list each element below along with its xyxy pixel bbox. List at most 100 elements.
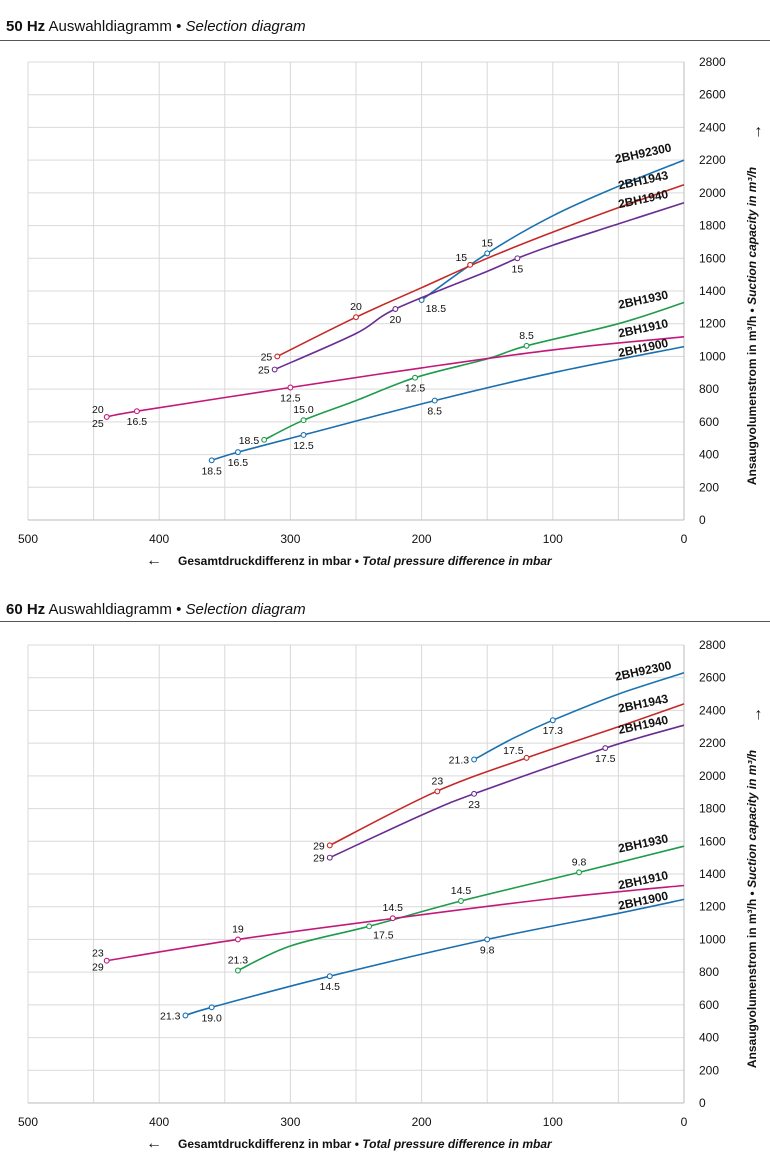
data-label: 9.8 (572, 856, 587, 868)
y-tick-label: 0 (699, 513, 706, 527)
series-line (106, 336, 685, 418)
y-tick-label: 1800 (699, 802, 726, 816)
y-tick-label: 1200 (699, 317, 726, 331)
y-tick-label: 1200 (699, 900, 726, 914)
y-tick-label: 800 (699, 965, 719, 979)
data-label: 16.5 (228, 457, 249, 469)
series-2BH1940: 29 23 17.5 (313, 724, 685, 865)
y-tick-label: 1600 (699, 834, 726, 848)
data-label: 21.3 (449, 755, 470, 767)
data-label: 15 (512, 263, 524, 275)
y-tick-label: 2000 (699, 186, 726, 200)
data-label: 17.5 (595, 753, 616, 765)
data-point (602, 745, 609, 752)
data-point (431, 397, 438, 404)
y-axis-title: Ansaugvolumenstrom in m³/h • Suction cap… (745, 750, 759, 1068)
series-line (106, 884, 685, 962)
data-label: 16.5 (127, 416, 148, 428)
x-axis-arrow: ← (146, 552, 162, 569)
series-2BH1930: 18.515.012.58.5 (239, 301, 685, 447)
title-rule (0, 621, 770, 622)
x-tick-label: 400 (149, 1115, 169, 1129)
data-label: 23 (468, 799, 480, 811)
title-english: Selection diagram (185, 601, 306, 618)
data-point (208, 457, 215, 464)
x-tick-label: 300 (280, 1115, 300, 1129)
y-tick-label: 200 (699, 480, 719, 494)
series-2BH1910: 20 25 16.5 12.5 (92, 336, 685, 430)
series-line (185, 898, 685, 1017)
data-point (576, 869, 582, 876)
y-tick-label: 600 (699, 415, 719, 429)
y-tick-label: 600 (699, 998, 719, 1012)
y-tick-label: 1000 (699, 932, 726, 946)
data-point (103, 957, 110, 964)
y-tick-label: 400 (699, 1031, 719, 1045)
data-point (326, 842, 333, 849)
data-point (287, 384, 294, 391)
y-tick-label: 1600 (699, 251, 726, 265)
data-point (467, 261, 474, 268)
data-point (103, 414, 110, 420)
data-label: 14.5 (451, 885, 472, 897)
data-label: 29 (313, 840, 325, 852)
data-label: 17.5 (503, 745, 524, 757)
x-axis-title-part: • (355, 1137, 363, 1151)
x-tick-label: 200 (412, 1115, 432, 1129)
data-point (261, 436, 268, 443)
series-2BH1940: 25 20 15 (258, 201, 685, 377)
title-german: Auswahldiagramm (48, 18, 172, 35)
series-name-label: 2BH1940 (617, 713, 670, 737)
chart-svg: 0200400600800100012001400160018002000220… (18, 638, 765, 1152)
data-label: 8.5 (427, 406, 442, 418)
data-label: 14.5 (383, 902, 404, 914)
data-label: 25 (258, 365, 270, 377)
y-axis-title-part: Suction capacity in m³/h (745, 167, 759, 305)
series-2BH1930: 21.3 17.5 14.5 9.8 (228, 845, 685, 974)
data-point (484, 250, 491, 257)
data-point (458, 898, 464, 904)
data-label: 18.5 (426, 303, 447, 315)
data-point (471, 790, 478, 797)
data-label: 20 (390, 314, 402, 326)
data-point (234, 936, 241, 943)
data-point (208, 1004, 215, 1011)
y-axis-title-part: Ansaugvolumenstrom in m³/h (745, 895, 759, 1068)
data-point (326, 973, 333, 980)
data-label: 29 (92, 962, 104, 974)
data-label: 17.5 (373, 929, 394, 941)
y-tick-label: 2400 (699, 703, 726, 717)
y-tick-label: 800 (699, 382, 719, 396)
y-axis-title: Ansaugvolumenstrom in m³/h • Suction cap… (745, 167, 759, 485)
chart-title: 60 Hz Auswahldiagramm • Selection diagra… (6, 601, 306, 618)
series-name-label: 2BH92300 (614, 140, 673, 166)
y-axis-arrow: → (748, 124, 765, 140)
data-point (271, 366, 278, 373)
series-2BH1900: 21.3 19.0 14.5 9.8 (160, 898, 685, 1024)
y-axis-arrow: → (748, 707, 765, 723)
x-tick-label: 200 (412, 532, 432, 546)
series-2BH92300: 21.3 17.3 (449, 672, 685, 767)
data-point (366, 923, 373, 930)
data-point (234, 967, 241, 974)
data-point (471, 756, 478, 763)
data-label: 18.5 (201, 465, 222, 477)
data-point (484, 936, 491, 943)
x-axis-title-part: Total pressure difference in mbar (362, 554, 553, 568)
series-line (274, 201, 685, 371)
x-axis-title-part: • (355, 554, 363, 568)
data-label: 19.0 (201, 1012, 222, 1024)
y-axis-title-part: • (745, 305, 759, 313)
x-axis-title-part: Gesamtdruckdifferenz in mbar (178, 554, 355, 568)
series-2BH1910: 23 29 19 14.5 (92, 884, 685, 974)
data-label: 25 (261, 351, 273, 363)
data-label: 9.8 (480, 944, 495, 956)
data-label: 23 (92, 948, 104, 960)
data-label: 20 (92, 404, 104, 416)
data-label: 12.5 (405, 383, 426, 395)
data-label: 8.5 (519, 330, 534, 342)
y-tick-label: 2000 (699, 769, 726, 783)
y-axis-title-part: Ansaugvolumenstrom in m³/h (745, 312, 759, 485)
data-point (412, 374, 418, 381)
data-point (133, 408, 140, 415)
